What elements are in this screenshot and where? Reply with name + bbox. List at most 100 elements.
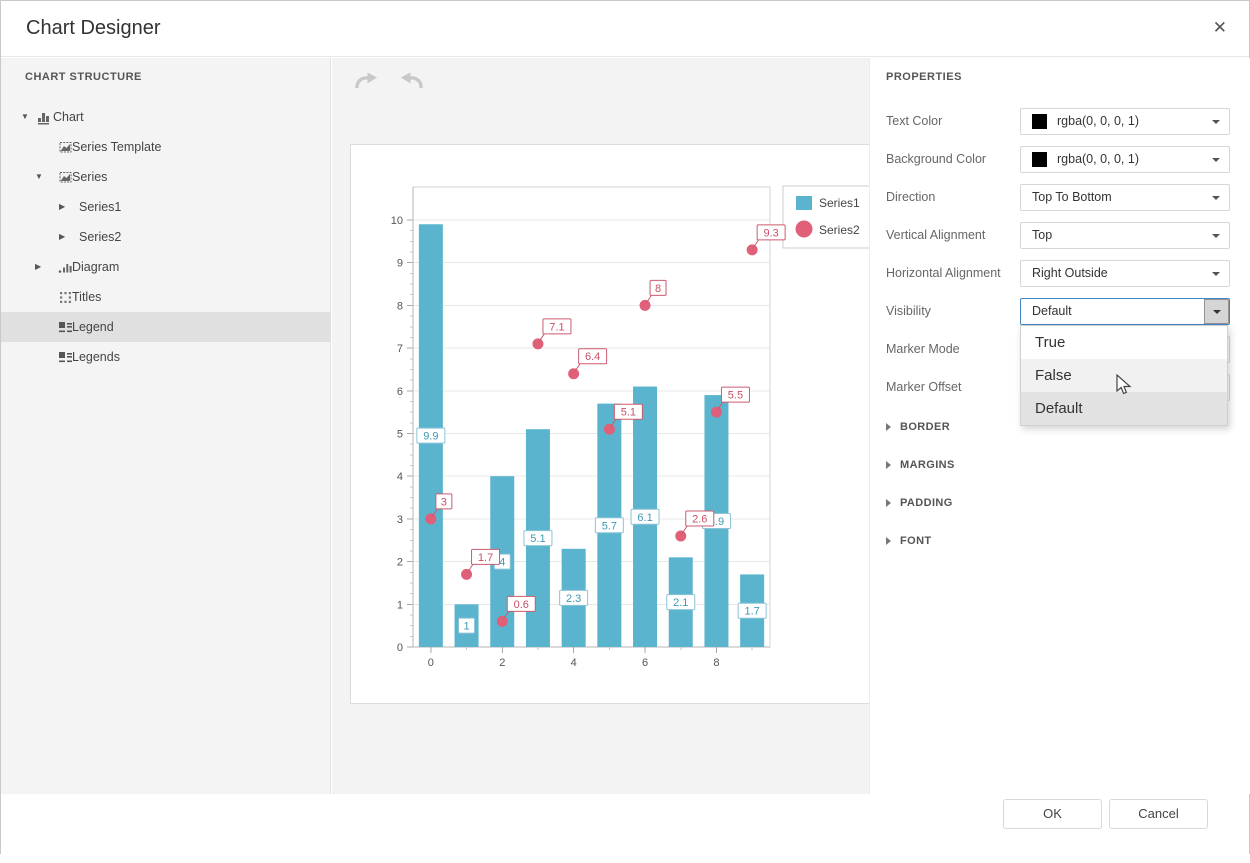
text-color-select[interactable]: rgba(0, 0, 0, 1) <box>1020 108 1230 135</box>
tree-item-series2[interactable]: ▶ Series2 <box>1 222 331 252</box>
chevron-down-icon <box>1212 158 1220 162</box>
svg-text:7.1: 7.1 <box>549 321 564 333</box>
close-icon[interactable]: ✕ <box>1212 18 1227 37</box>
section-border[interactable]: BORDER <box>886 418 950 434</box>
chart-icon <box>37 110 52 125</box>
svg-text:9.3: 9.3 <box>764 227 779 239</box>
background-color-select[interactable]: rgba(0, 0, 0, 1) <box>1020 146 1230 173</box>
chevron-collapsed-icon[interactable]: ▶ <box>35 262 42 271</box>
editor-value: Top To Bottom <box>1032 190 1112 204</box>
svg-text:0: 0 <box>428 657 434 669</box>
tree-item-series-template[interactable]: Series Template <box>1 132 331 162</box>
tree-item-legends[interactable]: Legends <box>1 342 331 372</box>
tree-item-legend[interactable]: Legend <box>1 312 331 342</box>
chart-structure-panel: CHART STRUCTURE ▼ Chart Series Template ▼ Se… <box>1 58 331 794</box>
visibility-dropdown-list: True False Default <box>1020 325 1228 426</box>
svg-text:0.6: 0.6 <box>514 599 529 611</box>
svg-text:8: 8 <box>655 283 661 295</box>
chevron-collapsed-icon[interactable]: ▶ <box>59 232 66 241</box>
tree-item-diagram[interactable]: ▶ Diagram <box>1 252 331 282</box>
color-swatch <box>1032 114 1047 129</box>
prop-label-vertical-alignment: Vertical Alignment <box>886 228 986 242</box>
visibility-select[interactable]: Default <box>1020 298 1230 325</box>
tree-item-chart[interactable]: ▼ Chart <box>1 102 331 132</box>
chevron-down-icon <box>1212 234 1220 238</box>
svg-text:2.6: 2.6 <box>692 513 707 525</box>
svg-text:2: 2 <box>499 657 505 669</box>
ok-button[interactable]: OK <box>1003 799 1102 829</box>
cancel-button[interactable]: Cancel <box>1109 799 1208 829</box>
prop-label-marker-offset: Marker Offset <box>886 380 962 394</box>
prop-label-visibility: Visibility <box>886 304 931 318</box>
chevron-collapsed-icon <box>886 499 891 507</box>
chart-preview: 0 1 2 3 4 5 6 7 8 9 10 0 2 4 6 8 Series1 Series2 9.9 1 4 5.1 2… <box>350 144 870 704</box>
prop-label-horizontal-alignment: Horizontal Alignment <box>886 266 1001 280</box>
svg-text:5.7: 5.7 <box>602 520 617 532</box>
chevron-down-icon <box>1212 120 1220 124</box>
chart-structure-header: CHART STRUCTURE <box>25 71 142 83</box>
svg-text:5.1: 5.1 <box>530 533 545 545</box>
tree-item-series1[interactable]: ▶ Series1 <box>1 192 331 222</box>
prop-label-direction: Direction <box>886 190 936 204</box>
series-template-icon <box>58 140 73 155</box>
section-label: PADDING <box>900 497 953 509</box>
tree-item-label: Series1 <box>79 200 122 214</box>
svg-text:6.1: 6.1 <box>637 512 652 524</box>
editor-value: Top <box>1032 228 1053 242</box>
section-label: BORDER <box>900 421 951 433</box>
designer-toolbar <box>351 70 439 101</box>
dropdown-option-default[interactable]: Default <box>1021 392 1227 425</box>
svg-text:2.1: 2.1 <box>673 597 688 609</box>
vertical-alignment-select[interactable]: Top <box>1020 222 1230 249</box>
tree-item-label: Titles <box>72 290 102 304</box>
properties-panel: PROPERTIES Text Color rgba(0, 0, 0, 1) Bac… <box>869 58 1250 794</box>
direction-select[interactable]: Top To Bottom <box>1020 184 1230 211</box>
section-margins[interactable]: MARGINS <box>886 456 955 472</box>
svg-text:9.9: 9.9 <box>423 431 438 443</box>
svg-text:9: 9 <box>397 258 403 270</box>
editor-value: rgba(0, 0, 0, 1) <box>1057 114 1139 128</box>
titlebar: Chart Designer ✕ <box>1 1 1249 57</box>
dialog-footer: OK Cancel <box>1 794 1249 854</box>
chart-structure-tree: ▼ Chart Series Template ▼ Series ▶ Series1 ▶ Ser… <box>1 102 331 372</box>
chevron-collapsed-icon <box>886 537 891 545</box>
prop-label-background-color: Background Color <box>886 152 987 166</box>
tree-item-series[interactable]: ▼ Series <box>1 162 331 192</box>
tree-item-label: Legend <box>72 320 114 334</box>
chevron-expanded-icon[interactable]: ▼ <box>21 112 29 121</box>
svg-text:8: 8 <box>713 657 719 669</box>
chevron-collapsed-icon <box>886 461 891 469</box>
svg-text:3: 3 <box>441 496 447 508</box>
mouse-cursor <box>1116 374 1132 395</box>
dropdown-option-true[interactable]: True <box>1035 334 1066 351</box>
dialog-title: Chart Designer <box>26 17 161 39</box>
editor-value: Default <box>1032 304 1072 318</box>
chart-svg: 0 1 2 3 4 5 6 7 8 9 10 0 2 4 6 8 Series1 Series2 9.9 1 4 5.1 2… <box>391 185 869 669</box>
tree-item-label: Series Template <box>72 140 162 154</box>
undo-button[interactable] <box>351 70 381 96</box>
editor-value: Right Outside <box>1032 266 1108 280</box>
svg-text:6: 6 <box>397 386 403 398</box>
svg-text:2.3: 2.3 <box>566 593 581 605</box>
dropdown-button[interactable] <box>1204 299 1229 324</box>
horizontal-alignment-select[interactable]: Right Outside <box>1020 260 1230 287</box>
editor-value: rgba(0, 0, 0, 1) <box>1057 152 1139 166</box>
legend-icon <box>58 320 73 335</box>
chevron-expanded-icon[interactable]: ▼ <box>35 172 43 181</box>
svg-text:6.4: 6.4 <box>585 351 600 363</box>
section-label: MARGINS <box>900 459 955 471</box>
svg-text:8: 8 <box>397 300 403 312</box>
chevron-down-icon <box>1212 196 1220 200</box>
section-padding[interactable]: PADDING <box>886 494 953 510</box>
svg-text:6: 6 <box>642 657 648 669</box>
tree-item-label: Series2 <box>79 230 122 244</box>
series-icon <box>58 170 73 185</box>
chevron-down-icon <box>1213 310 1221 314</box>
section-font[interactable]: FONT <box>886 532 932 548</box>
diagram-icon <box>58 260 73 275</box>
chevron-collapsed-icon[interactable]: ▶ <box>59 202 66 211</box>
tree-item-titles[interactable]: Titles <box>1 282 331 312</box>
redo-button[interactable] <box>397 70 427 96</box>
tree-item-label: Series <box>72 170 108 184</box>
